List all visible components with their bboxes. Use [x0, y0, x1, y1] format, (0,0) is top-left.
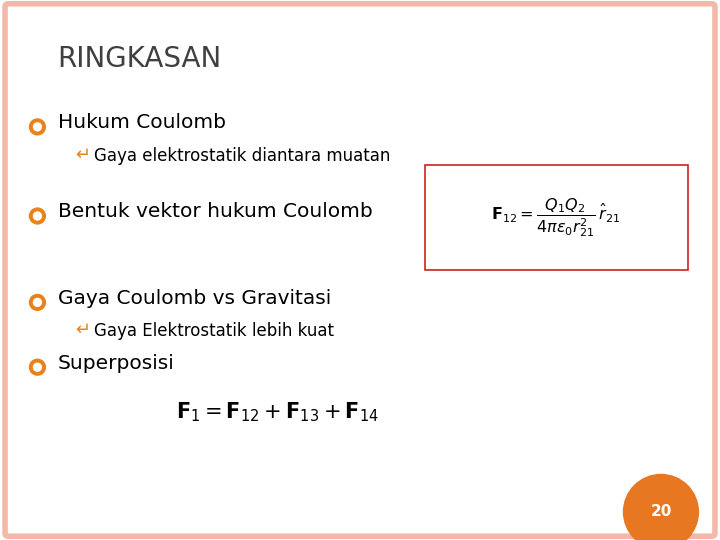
Text: $\mathbf{F}_1 = \mathbf{F}_{12} + \mathbf{F}_{13} + \mathbf{F}_{14}$: $\mathbf{F}_1 = \mathbf{F}_{12} + \mathb…: [176, 400, 379, 424]
Text: RINGKASAN: RINGKASAN: [58, 45, 222, 73]
Ellipse shape: [34, 123, 42, 131]
Text: Hukum Coulomb: Hukum Coulomb: [58, 113, 225, 132]
Ellipse shape: [34, 212, 42, 220]
Ellipse shape: [30, 294, 45, 310]
Text: $\mathbf{F}_{12} = \dfrac{Q_1 Q_2}{4\pi\varepsilon_0 r_{21}^2}\, \hat{r}_{21}$: $\mathbf{F}_{12} = \dfrac{Q_1 Q_2}{4\pi\…: [491, 196, 621, 239]
Ellipse shape: [30, 208, 45, 224]
Ellipse shape: [34, 363, 42, 371]
FancyBboxPatch shape: [425, 165, 688, 270]
Text: Gaya Coulomb vs Gravitasi: Gaya Coulomb vs Gravitasi: [58, 289, 331, 308]
Ellipse shape: [34, 299, 42, 306]
Text: Gaya Elektrostatik lebih kuat: Gaya Elektrostatik lebih kuat: [94, 322, 333, 340]
Ellipse shape: [624, 475, 698, 540]
Text: 20: 20: [650, 504, 672, 519]
Text: Bentuk vektor hukum Coulomb: Bentuk vektor hukum Coulomb: [58, 202, 372, 221]
Ellipse shape: [30, 359, 45, 375]
Text: Gaya elektrostatik diantara muatan: Gaya elektrostatik diantara muatan: [94, 147, 390, 165]
Text: ↵: ↵: [76, 146, 91, 164]
Text: Superposisi: Superposisi: [58, 354, 174, 373]
Ellipse shape: [30, 119, 45, 135]
Text: ↵: ↵: [76, 321, 91, 339]
